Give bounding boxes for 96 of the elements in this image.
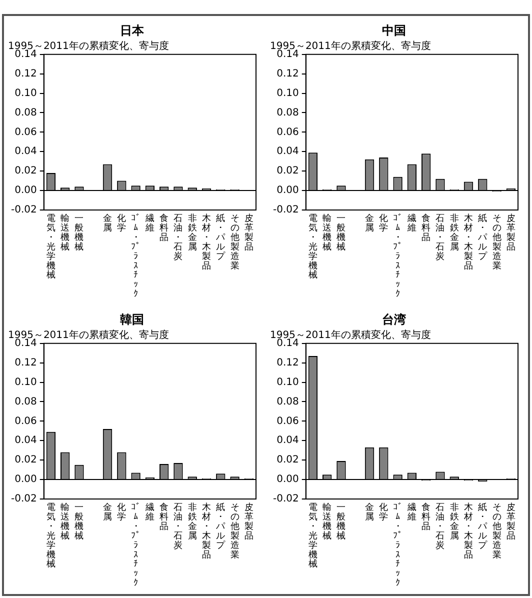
x-tick-label: 石油・石炭	[174, 214, 183, 262]
x-tick-label: 非鉄金属	[450, 502, 459, 542]
category-label: ｺﾞﾑ・ﾌﾟﾗｽﾁｯｸ	[130, 503, 141, 589]
x-tick-label: 非鉄金属	[450, 213, 459, 252]
x-tick-label: 電気・光学機械	[308, 502, 318, 570]
y-tick-label: 0.04	[276, 146, 299, 158]
x-tick-label: 繊維	[144, 502, 154, 522]
y-tick-label: 0.04	[14, 146, 37, 158]
x-tick-label: 化学	[379, 213, 388, 234]
x-tick-label: 化学	[117, 213, 126, 234]
x-tick-label: 輸送機械	[60, 502, 70, 542]
category-label: ｺﾞﾑ・ﾌﾟﾗｽﾁｯｸ	[392, 503, 403, 589]
x-tick-label: 紙・パルプ	[477, 213, 488, 262]
chart-title: 韓国	[120, 312, 144, 326]
x-tick-label: 石油・石炭	[436, 214, 445, 262]
y-tick-label: 0.08	[14, 396, 37, 408]
x-tick-label: 石油・石炭	[436, 503, 445, 551]
x-tick-label: 輸送機械	[60, 213, 70, 252]
y-tick-label: 0.14	[276, 338, 299, 349]
x-tick-label: 非鉄金属	[188, 502, 197, 542]
x-tick-label: 紙・パルプ	[215, 502, 226, 551]
x-tick-label: 輸送機械	[322, 213, 332, 252]
y-tick-label: 0.00	[276, 474, 299, 486]
x-tick-label: その他製造業	[492, 503, 502, 560]
y-tick-label: 0.06	[276, 126, 299, 138]
x-tick-label: 紙・パルプ	[215, 213, 226, 262]
x-tick-label: 輸送機械	[322, 502, 332, 542]
x-tick-label: 木材・木製品	[463, 213, 474, 272]
x-tick-label: 金属	[103, 213, 112, 234]
y-tick-label: 0.08	[276, 107, 299, 118]
y-tick-label: 0.06	[14, 416, 37, 427]
y-tick-label: 0.14	[14, 338, 37, 349]
x-tick-label: その他製造業	[230, 503, 240, 560]
chart-title: 日本	[120, 23, 145, 38]
y-tick-label: 0.10	[14, 376, 37, 388]
x-tick-label: 皮革製品	[244, 213, 254, 252]
chart-title: 中国	[382, 23, 406, 38]
x-tick-label: 一般機械	[336, 503, 346, 542]
x-tick-label: 電気・光学機械	[46, 213, 56, 281]
x-tick-label: 電気・光学機械	[46, 502, 56, 570]
y-tick-label: 0.02	[14, 166, 37, 177]
x-tick-label: 木材・木製品	[201, 213, 212, 272]
x-tick-label: その他製造業	[230, 214, 240, 272]
x-tick-label: 繊維	[406, 502, 416, 522]
x-tick-label: 紙・パルプ	[477, 502, 488, 551]
y-tick-label: 0.02	[14, 454, 37, 466]
y-tick-label: 0.08	[14, 107, 37, 118]
x-tick-label: 一般機械	[336, 214, 346, 252]
x-tick-label: 皮革製品	[506, 502, 516, 542]
x-tick-label: その他製造業	[492, 214, 502, 272]
x-tick-label: 皮革製品	[506, 213, 516, 252]
chart-title: 台湾	[382, 312, 406, 326]
y-tick-label: 0.10	[276, 376, 299, 388]
y-tick-label: -0.02	[11, 204, 37, 216]
y-tick-label: 0.00	[276, 185, 299, 196]
x-tick-label: 木材・木製品	[201, 502, 212, 560]
category-label: ｺﾞﾑ・ﾌﾟﾗｽﾁｯｸ	[392, 214, 403, 300]
y-tick-label: 0.06	[276, 416, 299, 427]
x-tick-label: 食料品	[160, 213, 169, 243]
x-tick-label: 皮革製品	[244, 502, 254, 542]
x-tick-label: 食料品	[160, 502, 169, 532]
x-tick-label: 化学	[117, 502, 126, 522]
y-tick-label: 0.14	[276, 48, 299, 60]
x-tick-label: 食料品	[422, 213, 431, 243]
y-tick-label: 0.12	[14, 357, 37, 368]
x-tick-label: 一般機械	[74, 214, 84, 252]
y-tick-label: -0.02	[11, 494, 37, 505]
y-tick-label: 0.06	[14, 126, 37, 138]
x-tick-label: 金属	[365, 213, 374, 234]
x-tick-label: 非鉄金属	[188, 213, 197, 252]
y-tick-label: 0.10	[276, 88, 299, 99]
y-tick-label: 0.14	[14, 48, 37, 60]
y-tick-label: 0.08	[276, 396, 299, 408]
y-tick-label: 0.02	[276, 454, 299, 466]
x-tick-label: 金属	[103, 502, 112, 522]
y-tick-label: 0.04	[14, 435, 37, 446]
x-tick-label: 繊維	[144, 213, 154, 234]
y-tick-label: 0.00	[14, 474, 37, 486]
y-tick-label: 0.00	[14, 185, 37, 196]
x-tick-label: 化学	[379, 502, 388, 522]
category-label: ｺﾞﾑ・ﾌﾟﾗｽﾁｯｸ	[130, 214, 141, 300]
y-tick-label: 0.12	[14, 68, 37, 80]
x-tick-label: 石油・石炭	[174, 503, 183, 551]
y-tick-label: 0.10	[14, 88, 37, 99]
x-tick-label: 食料品	[422, 502, 431, 532]
x-tick-label: 繊維	[406, 213, 416, 234]
x-tick-label: 木材・木製品	[463, 502, 474, 560]
y-tick-label: 0.12	[276, 68, 299, 80]
y-tick-label: 0.04	[276, 435, 299, 446]
x-tick-label: 電気・光学機械	[308, 213, 318, 281]
y-tick-label: -0.02	[273, 204, 299, 216]
y-tick-label: -0.02	[273, 494, 299, 505]
x-tick-label: 金属	[365, 502, 374, 522]
x-tick-label: 一般機械	[74, 503, 84, 542]
y-tick-label: 0.02	[276, 166, 299, 177]
y-tick-label: 0.12	[276, 357, 299, 368]
